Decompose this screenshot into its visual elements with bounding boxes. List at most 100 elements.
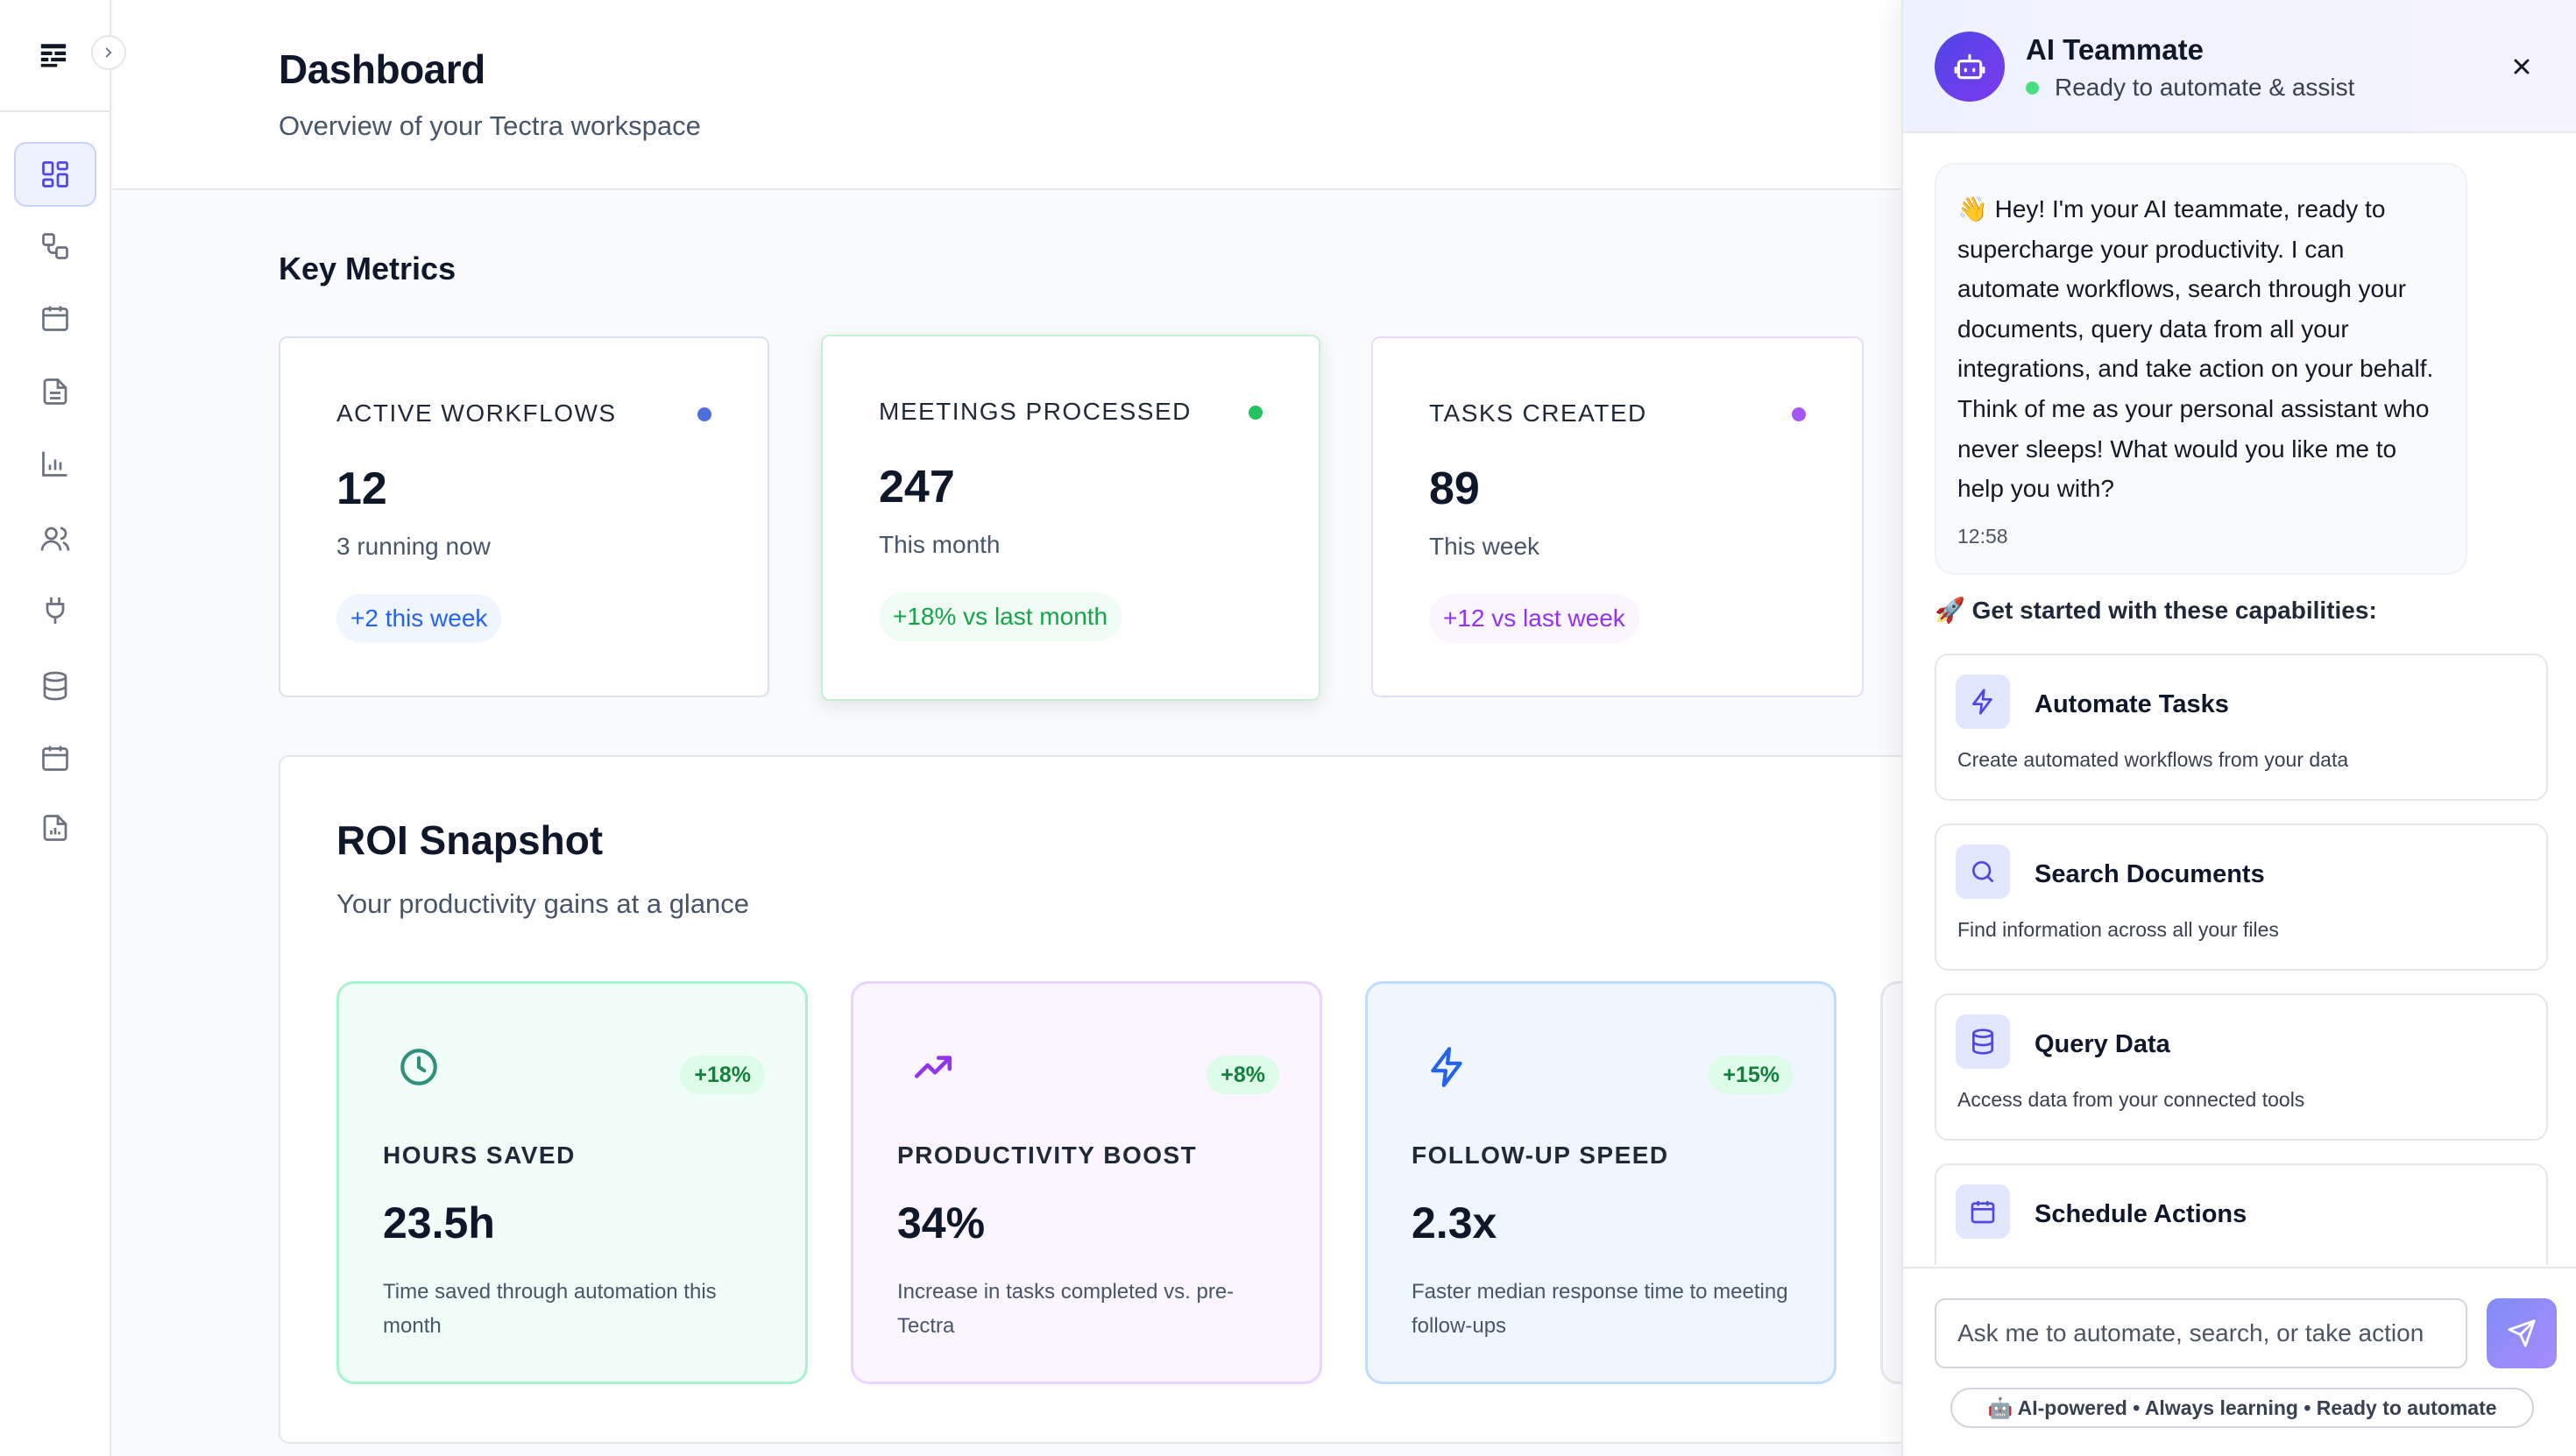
close-icon (2514, 59, 2530, 74)
metric-label: MEETINGS PROCESSED (879, 398, 1192, 425)
metric-subtext: 3 running now (336, 533, 491, 560)
roi-badge: +8% (1207, 1056, 1279, 1094)
send-button[interactable] (2487, 1298, 2557, 1368)
online-status-dot (2026, 81, 2039, 95)
capability-search-documents[interactable]: Search Documents Find information across… (1935, 823, 2548, 971)
capability-title: Search Documents (2035, 860, 2265, 888)
roi-card-hours-saved[interactable]: +18% HOURS SAVED 23.5h Time saved throug… (336, 981, 808, 1384)
sidebar-collapse-button[interactable] (91, 35, 126, 70)
calendar-icon (1971, 1201, 1995, 1224)
capability-icon-box (1956, 1014, 2010, 1069)
roi-label: HOURS SAVED (383, 1141, 576, 1169)
message-timestamp: 12:58 (1957, 524, 2008, 548)
roi-card-productivity-boost[interactable]: +8% PRODUCTIVITY BOOST 34% Increase in t… (851, 981, 1322, 1384)
capability-schedule-actions[interactable]: Schedule Actions (1935, 1163, 2548, 1265)
ai-message-text: 👋 Hey! I'm your AI teammate, ready to su… (1957, 195, 2434, 503)
metric-card-meetings-processed[interactable]: MEETINGS PROCESSED 247 This month +18% v… (821, 335, 1320, 701)
ai-avatar (1935, 32, 2005, 102)
roi-value: 23.5h (383, 1198, 495, 1247)
report-icon (43, 815, 67, 841)
sidebar-item-workflows[interactable] (14, 214, 96, 279)
sidebar-item-analytics[interactable] (14, 431, 96, 496)
sidebar-item-calendar[interactable] (14, 286, 96, 350)
capability-automate-tasks[interactable]: Automate Tasks Create automated workflow… (1935, 654, 2548, 801)
database-icon (1972, 1028, 1993, 1055)
capability-title: Schedule Actions (2035, 1200, 2247, 1228)
sidebar-item-database[interactable] (14, 654, 96, 718)
users-icon (40, 527, 70, 551)
metric-subtext: This month (879, 531, 1001, 558)
workflow-icon (42, 233, 68, 259)
roi-description: Faster median response time to meeting f… (1412, 1280, 1788, 1338)
metric-badge: +2 this week (336, 594, 502, 643)
main-content: Dashboard Overview of your Tectra worksp… (113, 0, 1926, 1456)
roi-label: PRODUCTIVITY BOOST (897, 1141, 1198, 1169)
status-dot (1792, 407, 1806, 421)
ai-chat-input[interactable] (1935, 1298, 2467, 1368)
sidebar-item-reports[interactable] (14, 795, 96, 860)
chevron-right-icon (105, 47, 112, 58)
page-subtitle: Overview of your Tectra workspace (279, 110, 701, 141)
status-dot (697, 407, 711, 421)
roi-snapshot: ROI Snapshot Your productivity gains at … (279, 755, 1926, 1444)
capability-icon-box (1956, 845, 2010, 899)
ai-message-bubble: 👋 Hey! I'm your AI teammate, ready to su… (1935, 163, 2467, 575)
metric-value: 247 (879, 462, 955, 512)
sidebar-item-users[interactable] (14, 506, 96, 571)
metric-card-tasks-created[interactable]: TASKS CREATED 89 This week +12 vs last w… (1371, 336, 1864, 697)
ai-panel-title: AI Teammate (2026, 33, 2204, 66)
database-icon (43, 671, 67, 701)
metric-card-active-workflows[interactable]: ACTIVE WORKFLOWS 12 3 running now +2 thi… (279, 336, 769, 697)
plug-icon (46, 597, 65, 624)
capability-query-data[interactable]: Query Data Access data from your connect… (1935, 993, 2548, 1141)
roi-subtitle: Your productivity gains at a glance (336, 888, 750, 919)
trending-up-icon (914, 1056, 952, 1078)
capability-description: Find information across all your files (1957, 918, 2279, 941)
close-panel-button[interactable] (2506, 51, 2537, 82)
sidebar-item-documents[interactable] (14, 359, 96, 424)
search-icon (1972, 861, 1993, 882)
ai-footer-note: 🤖 AI-powered • Always learning • Ready t… (1950, 1388, 2534, 1428)
ai-status-text: Ready to automate & assist (2055, 74, 2355, 101)
calendar-icon (42, 306, 68, 331)
sidebar-item-integrations[interactable] (14, 578, 96, 643)
page-title: Dashboard (279, 46, 485, 92)
metric-label: TASKS CREATED (1429, 399, 1647, 427)
capability-description: Access data from your connected tools (1957, 1088, 2305, 1111)
send-icon (2508, 1319, 2536, 1347)
sidebar-item-schedule[interactable] (14, 725, 96, 790)
roi-badge: +15% (1709, 1056, 1794, 1094)
sidebar-item-dashboard[interactable] (14, 142, 96, 207)
metric-value: 12 (336, 463, 387, 514)
clock-icon (400, 1049, 437, 1085)
roi-badge: +18% (680, 1056, 765, 1094)
robot-icon (1954, 53, 1985, 80)
ai-teammate-panel: AI Teammate Ready to automate & assist 👋… (1901, 0, 2576, 1456)
roi-value: 2.3x (1412, 1198, 1497, 1247)
sidebar (0, 0, 126, 1456)
capability-title: Automate Tasks (2035, 690, 2229, 718)
ai-status: Ready to automate & assist (2026, 74, 2354, 102)
capability-icon-box (1956, 1184, 2010, 1239)
bar-chart-icon (42, 451, 67, 477)
key-metrics-title: Key Metrics (279, 251, 456, 286)
status-dot (1249, 406, 1263, 420)
capabilities-list: Automate Tasks Create automated workflow… (1903, 648, 2576, 1265)
roi-label: FOLLOW-UP SPEED (1412, 1141, 1669, 1169)
metric-value: 89 (1429, 463, 1480, 514)
dashboard-icon (42, 161, 68, 187)
roi-card-follow-up-speed[interactable]: +15% FOLLOW-UP SPEED 2.3x Faster median … (1365, 981, 1836, 1384)
lightning-icon (1972, 689, 1992, 715)
capability-title: Query Data (2035, 1030, 2170, 1058)
roi-description: Time saved through automation this month (383, 1280, 717, 1338)
metric-badge: +12 vs last week (1429, 594, 1639, 643)
ai-panel-footer: 🤖 AI-powered • Always learning • Ready t… (1903, 1267, 2576, 1456)
page-header: Dashboard Overview of your Tectra worksp… (113, 0, 1900, 190)
lightning-icon (1431, 1047, 1462, 1087)
metric-label: ACTIVE WORKFLOWS (336, 399, 617, 427)
metric-subtext: This week (1429, 533, 1540, 560)
roi-value: 34% (897, 1198, 986, 1247)
metric-badge: +18% vs last month (879, 592, 1122, 641)
sidebar-logo-row (0, 0, 110, 112)
